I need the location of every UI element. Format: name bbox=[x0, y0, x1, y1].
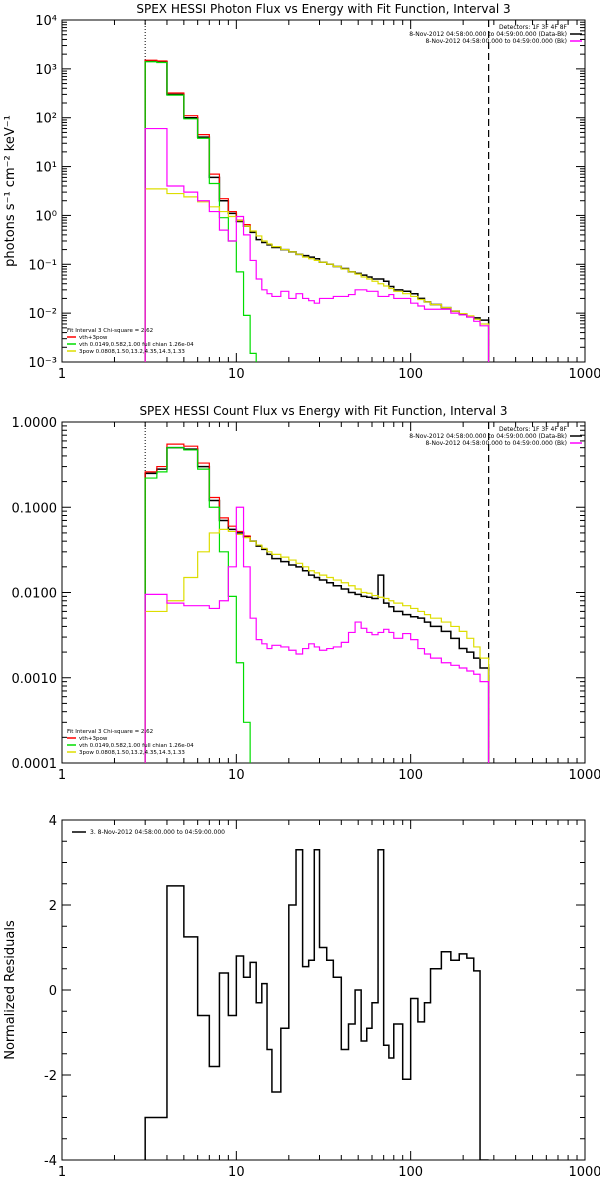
x-tick-label: 1000 bbox=[568, 367, 600, 382]
x-tick-label: 1000 bbox=[568, 768, 600, 783]
plot-frame bbox=[61, 19, 586, 363]
legend-text: Detectors: 1F 3F 4F 8F bbox=[499, 426, 568, 433]
legend-text: vth 0.0149,0.582,1.00 full chian 1.26e-0… bbox=[79, 342, 194, 348]
series-group bbox=[144, 443, 490, 763]
legend-text: 3pow 0.0808,1.50,13.2,4.35,14.3,1.33 bbox=[79, 750, 185, 756]
series-group bbox=[144, 849, 489, 1160]
legend-text: Fit Interval 3 Chi-square = 2.62 bbox=[67, 729, 153, 735]
y-axis-label: photons s⁻¹ cm⁻² keV⁻¹ bbox=[3, 115, 18, 267]
x-tick-label: 100 bbox=[398, 1165, 423, 1180]
x-tick-label: 10 bbox=[228, 367, 245, 382]
series-line-3 bbox=[144, 61, 257, 362]
y-axis-label: Normalized Residuals bbox=[3, 920, 18, 1060]
chart-title: SPEX HESSI Count Flux vs Energy with Fit… bbox=[139, 404, 507, 418]
y-tick-label: 4 bbox=[49, 814, 57, 829]
legend-text: vth+3pow bbox=[79, 335, 108, 341]
y-tick-label: 0.0100 bbox=[12, 587, 58, 602]
chart-title: SPEX HESSI Photon Flux vs Energy with Fi… bbox=[136, 2, 510, 16]
x-tick-label: 1000 bbox=[568, 1165, 600, 1180]
series-line-1 bbox=[144, 60, 490, 362]
legend-text: 8-Nov-2012 04:58:00.000 to 04:59:00.000 … bbox=[425, 38, 567, 45]
series-line-5 bbox=[144, 127, 490, 362]
y-tick-label: 10³ bbox=[35, 63, 57, 78]
chart-panel-3: Normalized Residuals 1 10 100 1000 -4 -2 0 2 4 3. … bbox=[3, 814, 600, 1180]
legend-text: vth+3pow bbox=[79, 736, 108, 742]
series-line-4 bbox=[144, 188, 490, 362]
y-tick-label: 2 bbox=[49, 899, 57, 914]
series-line-3 bbox=[144, 447, 257, 763]
y-tick-label: -2 bbox=[44, 1069, 57, 1084]
x-tick-label: 100 bbox=[398, 367, 423, 382]
y-tick-label: 10² bbox=[35, 112, 57, 127]
y-tick-label: 1.0000 bbox=[12, 416, 58, 431]
legend-text: 8-Nov-2012 04:58:00.000 to 04:59:00.000 … bbox=[425, 440, 567, 447]
x-tick-label: 100 bbox=[398, 768, 423, 783]
y-tick-label: 0.0001 bbox=[12, 757, 58, 772]
series-line-1 bbox=[144, 849, 489, 1160]
plot-frame bbox=[61, 819, 586, 1161]
x-tick-label: 1 bbox=[58, 768, 66, 783]
y-tick-label: 0.1000 bbox=[12, 501, 58, 516]
x-tick-label: 1 bbox=[58, 367, 66, 382]
y-tick-label: 10⁰ bbox=[35, 209, 57, 224]
legend-text: Fit Interval 3 Chi-square = 2.62 bbox=[67, 328, 153, 334]
series-line-1 bbox=[144, 446, 490, 763]
y-tick-label: 10⁴ bbox=[35, 14, 57, 29]
legend-text: 8-Nov-2012 04:58:00.000 to 04:59:00.000 … bbox=[409, 31, 567, 38]
legend-text: Detectors: 1F 3F 4F 8F bbox=[499, 24, 568, 31]
legend-text: 8-Nov-2012 04:58:00.000 to 04:59:00.000 … bbox=[409, 433, 567, 440]
legend-text: 3. 8-Nov-2012 04:58:00.000 to 04:59:00.0… bbox=[90, 829, 225, 836]
series-line-2 bbox=[144, 443, 251, 763]
legend-text: vth 0.0149,0.582,1.00 full chian 1.26e-0… bbox=[79, 743, 194, 749]
series-line-5 bbox=[144, 506, 490, 763]
series-line-4 bbox=[144, 528, 490, 763]
x-tick-label: 10 bbox=[228, 1165, 245, 1180]
series-group bbox=[144, 59, 490, 362]
y-tick-label: 0.0010 bbox=[12, 672, 58, 687]
x-tick-label: 10 bbox=[228, 768, 245, 783]
y-tick-label: 0 bbox=[49, 984, 57, 999]
y-tick-label: 10⁻² bbox=[28, 307, 57, 322]
y-tick-label: 10⁻¹ bbox=[28, 258, 57, 273]
y-tick-label: 10⁻³ bbox=[28, 356, 57, 371]
legend-text: 3pow 0.0808,1.50,13.2,4.35,14.3,1.33 bbox=[79, 349, 185, 355]
chart-panel-1: SPEX HESSI Photon Flux vs Energy with Fi… bbox=[3, 2, 600, 382]
series-line-2 bbox=[144, 59, 251, 362]
plot-frame bbox=[61, 421, 586, 764]
x-tick-label: 1 bbox=[58, 1165, 66, 1180]
y-tick-label: 10¹ bbox=[35, 161, 57, 176]
chart-panel-2: SPEX HESSI Count Flux vs Energy with Fit… bbox=[12, 404, 600, 783]
y-tick-label: -4 bbox=[44, 1154, 57, 1169]
